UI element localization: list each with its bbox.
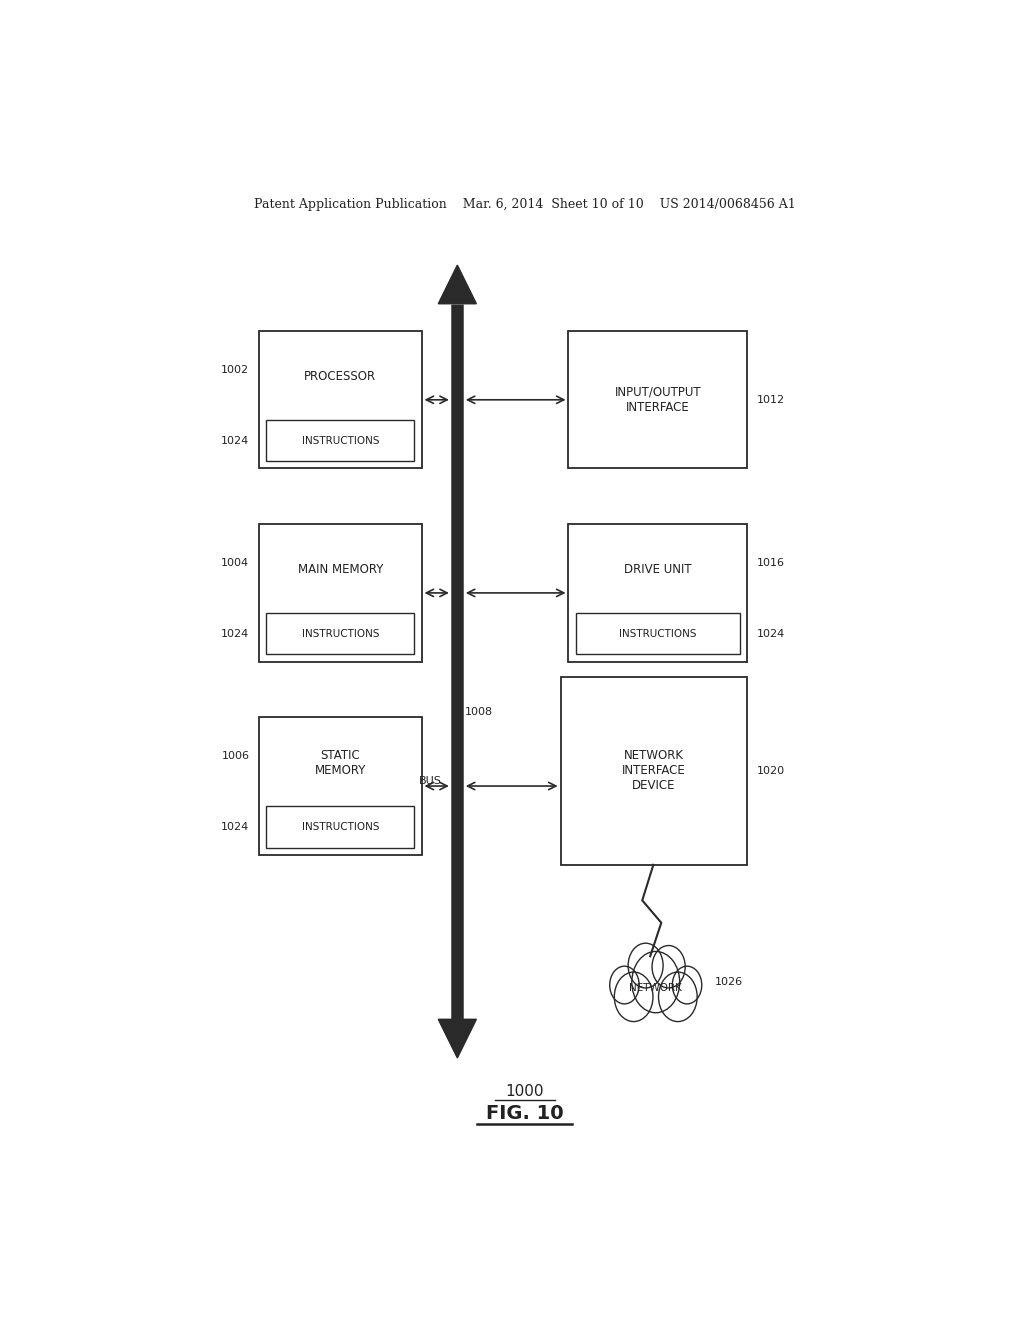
Text: NETWORK
INTERFACE
DEVICE: NETWORK INTERFACE DEVICE	[622, 750, 686, 792]
Text: FIG. 10: FIG. 10	[486, 1105, 563, 1123]
FancyBboxPatch shape	[568, 524, 748, 661]
Text: 1012: 1012	[757, 395, 784, 405]
Text: 1024: 1024	[221, 822, 250, 832]
Text: INSTRUCTIONS: INSTRUCTIONS	[301, 822, 379, 832]
Text: 1004: 1004	[221, 558, 250, 568]
Circle shape	[609, 966, 639, 1005]
FancyBboxPatch shape	[266, 807, 415, 847]
Text: Patent Application Publication    Mar. 6, 2014  Sheet 10 of 10    US 2014/006845: Patent Application Publication Mar. 6, 2…	[254, 198, 796, 211]
Text: 1024: 1024	[757, 628, 784, 639]
Text: INPUT/OUTPUT
INTERFACE: INPUT/OUTPUT INTERFACE	[614, 385, 701, 413]
FancyBboxPatch shape	[266, 614, 415, 655]
FancyBboxPatch shape	[266, 420, 415, 461]
Circle shape	[673, 966, 701, 1005]
Circle shape	[614, 972, 653, 1022]
Polygon shape	[438, 265, 476, 304]
Text: 1024: 1024	[221, 436, 250, 446]
Circle shape	[632, 952, 680, 1012]
FancyBboxPatch shape	[259, 524, 422, 661]
Text: 1016: 1016	[757, 558, 784, 568]
Text: 1020: 1020	[757, 766, 784, 776]
Circle shape	[652, 945, 685, 987]
FancyBboxPatch shape	[568, 331, 748, 469]
FancyBboxPatch shape	[259, 331, 422, 469]
Circle shape	[628, 944, 664, 987]
Text: STATIC
MEMORY: STATIC MEMORY	[314, 748, 366, 776]
Text: DRIVE UNIT: DRIVE UNIT	[624, 564, 691, 576]
Circle shape	[658, 972, 697, 1022]
Text: BUS: BUS	[419, 776, 441, 787]
Text: MAIN MEMORY: MAIN MEMORY	[298, 564, 383, 576]
Polygon shape	[438, 1019, 476, 1057]
FancyBboxPatch shape	[259, 718, 422, 854]
Text: 1026: 1026	[715, 977, 743, 986]
Text: 1024: 1024	[221, 628, 250, 639]
Text: 1008: 1008	[465, 708, 494, 717]
Text: PROCESSOR: PROCESSOR	[304, 370, 377, 383]
Text: INSTRUCTIONS: INSTRUCTIONS	[618, 628, 696, 639]
Text: 1002: 1002	[221, 364, 250, 375]
Text: 1000: 1000	[506, 1084, 544, 1100]
Text: NETWORK: NETWORK	[630, 983, 682, 993]
Text: 1006: 1006	[221, 751, 250, 760]
FancyBboxPatch shape	[575, 614, 740, 655]
Text: INSTRUCTIONS: INSTRUCTIONS	[301, 436, 379, 446]
FancyBboxPatch shape	[560, 677, 748, 865]
Text: INSTRUCTIONS: INSTRUCTIONS	[301, 628, 379, 639]
